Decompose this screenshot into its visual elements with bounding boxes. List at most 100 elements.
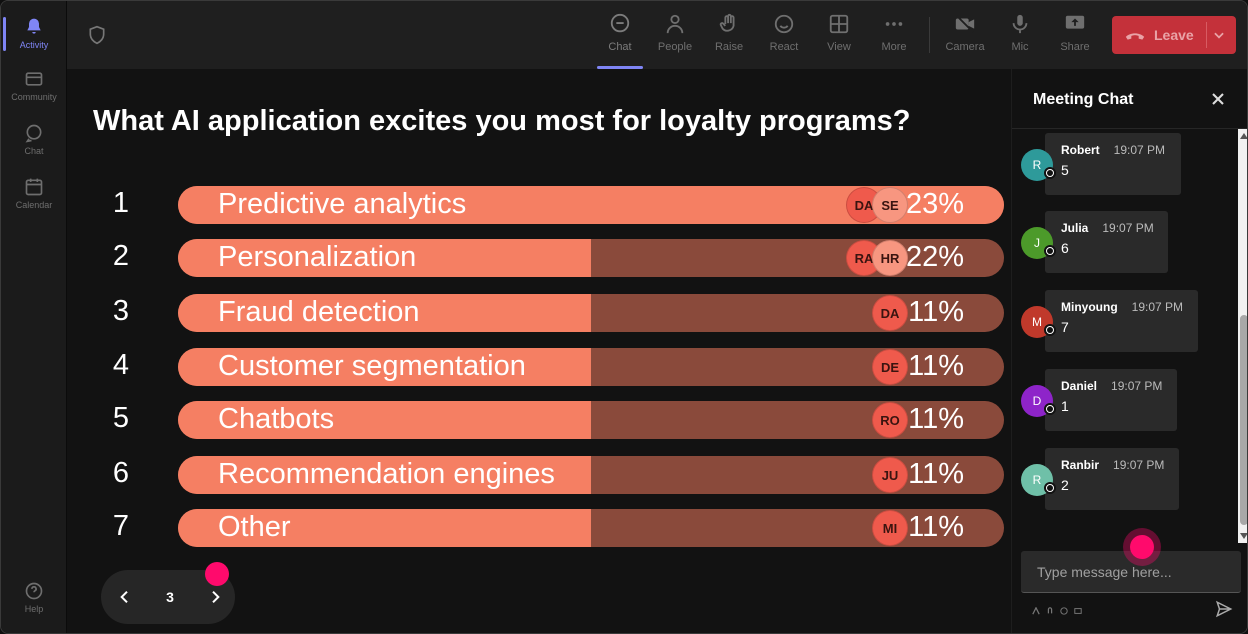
grid-view-icon	[829, 14, 849, 34]
send-icon[interactable]	[1215, 600, 1233, 618]
camera-button[interactable]: Camera	[939, 11, 991, 63]
hand-icon	[719, 13, 735, 32]
toolbar-raise-label: Raise	[714, 41, 744, 53]
cursor-indicator-chat	[1130, 535, 1154, 559]
poll-option-row: 7 Other MI 11%	[67, 509, 1011, 547]
toolbar-camera-label: Camera	[945, 41, 985, 53]
sender-name: Julia	[1061, 221, 1089, 235]
react-button[interactable]: React	[758, 11, 810, 63]
chevron-down-icon[interactable]	[1212, 28, 1226, 42]
rail-item-activity[interactable]: Activity	[1, 7, 67, 59]
rail-item-community[interactable]: Community	[1, 59, 67, 111]
option-percent: 23%	[905, 188, 964, 220]
message-header: Minyoung 19:07 PM	[1061, 300, 1198, 314]
chat-message[interactable]: Julia 19:07 PM 6	[1045, 211, 1168, 273]
message-time: 19:07 PM	[1131, 300, 1184, 314]
voter-avatar[interactable]: HR	[872, 240, 908, 276]
voter-avatar[interactable]: DA	[872, 295, 908, 331]
chat-avatar[interactable]: R	[1021, 149, 1056, 181]
poll-option-row: 5 Chatbots RO 11%	[67, 401, 1011, 439]
voter-avatar[interactable]: SE	[872, 187, 908, 223]
sender-name: Robert	[1061, 143, 1100, 157]
rail-item-help[interactable]: Help	[1, 571, 67, 623]
presence-icon	[1044, 482, 1056, 494]
scroll-thumb[interactable]	[1240, 315, 1247, 525]
chat-message-input[interactable]	[1021, 551, 1241, 593]
option-result-bar: Chatbots RO 11%	[178, 401, 1004, 439]
people-button[interactable]: People	[649, 11, 701, 63]
voter-avatar[interactable]: MI	[872, 510, 908, 546]
toolbar-mic-label: Mic	[1011, 41, 1029, 53]
message-header: Julia 19:07 PM	[1061, 221, 1168, 235]
presence-icon	[1044, 245, 1056, 257]
previous-page-button[interactable]	[105, 570, 146, 624]
leave-button[interactable]: Leave	[1112, 16, 1236, 54]
chat-message[interactable]: Daniel 19:07 PM 1	[1045, 369, 1177, 431]
option-bar-fill	[178, 401, 591, 439]
option-number: 5	[112, 402, 130, 434]
view-button[interactable]: View	[813, 11, 865, 63]
rail-item-calendar[interactable]: Calendar	[1, 167, 67, 219]
raise-hand-button[interactable]: Raise	[703, 11, 755, 63]
chat-message[interactable]: Ranbir 19:07 PM 2	[1045, 448, 1179, 510]
avatar-initial: R	[1032, 158, 1042, 172]
more-button[interactable]: More	[868, 11, 920, 63]
share-screen-icon	[1065, 15, 1085, 29]
message-header: Robert 19:07 PM	[1061, 143, 1181, 157]
share-button[interactable]: Share	[1049, 11, 1101, 63]
poll-option-row: 6 Recommendation engines JU 11%	[67, 456, 1011, 494]
option-label: Personalization	[218, 241, 417, 273]
help-icon	[25, 582, 43, 599]
scroll-up-arrow[interactable]	[1240, 133, 1247, 139]
voter-avatar[interactable]: JU	[872, 457, 908, 493]
chat-avatar[interactable]: J	[1021, 227, 1056, 259]
voter-avatars: MI	[872, 510, 908, 546]
close-icon[interactable]	[1208, 89, 1228, 109]
chat-message-list[interactable]: Robert 19:07 PM 5 R Julia 19:07 PM 6 J Minyoung 1…	[1012, 129, 1238, 543]
avatar-initial: J	[1034, 236, 1040, 250]
format-icon[interactable]	[1032, 602, 1040, 615]
attach-icon[interactable]	[1046, 602, 1054, 614]
poll-option-row: 2 Personalization RA HR 22%	[67, 239, 1011, 277]
chat-message[interactable]: Minyoung 19:07 PM 7	[1045, 290, 1198, 352]
gif-icon[interactable]	[1074, 602, 1082, 614]
poll-option-row: 3 Fraud detection DA 11%	[67, 294, 1011, 332]
chat-toggle-button[interactable]: Chat	[594, 11, 646, 69]
voter-avatar[interactable]: RO	[872, 402, 908, 438]
voter-avatar[interactable]: DE	[872, 349, 908, 385]
option-label: Customer segmentation	[218, 350, 526, 382]
community-icon	[25, 71, 43, 86]
chat-message[interactable]: Robert 19:07 PM 5	[1045, 133, 1181, 195]
rail-label-help: Help	[24, 603, 44, 614]
chat-bubble-icon	[610, 13, 630, 33]
chat-avatar[interactable]: M	[1021, 306, 1056, 338]
toolbar-view-label: View	[827, 41, 851, 53]
presence-icon	[1044, 324, 1056, 336]
option-result-bar: Personalization RA HR 22%	[178, 239, 1004, 277]
option-label: Chatbots	[218, 403, 335, 435]
chat-avatar[interactable]: R	[1021, 464, 1056, 496]
shield-icon[interactable]	[87, 25, 107, 45]
chat-avatar[interactable]: D	[1021, 385, 1056, 417]
cursor-indicator	[205, 562, 229, 586]
bell-icon	[27, 18, 41, 34]
scroll-down-arrow[interactable]	[1240, 533, 1247, 539]
option-number: 6	[112, 457, 130, 489]
option-percent: 11%	[908, 458, 964, 490]
rail-label-community: Community	[11, 91, 57, 102]
rail-label-chat: Chat	[24, 145, 44, 156]
option-label: Recommendation engines	[218, 458, 555, 490]
message-time: 19:07 PM	[1111, 379, 1163, 393]
option-number: 4	[112, 349, 130, 381]
chat-title: Meeting Chat	[1033, 91, 1134, 108]
mic-button[interactable]: Mic	[994, 11, 1046, 63]
option-bar-fill	[178, 294, 591, 332]
emoji-icon[interactable]	[1060, 602, 1068, 615]
message-text: 1	[1061, 398, 1069, 414]
next-page-button[interactable]	[194, 570, 235, 624]
presence-icon	[1044, 167, 1056, 179]
message-text: 2	[1061, 477, 1069, 493]
avatar-initial: R	[1032, 473, 1042, 487]
chat-scrollbar[interactable]	[1238, 129, 1247, 543]
rail-item-chat[interactable]: Chat	[1, 113, 67, 165]
